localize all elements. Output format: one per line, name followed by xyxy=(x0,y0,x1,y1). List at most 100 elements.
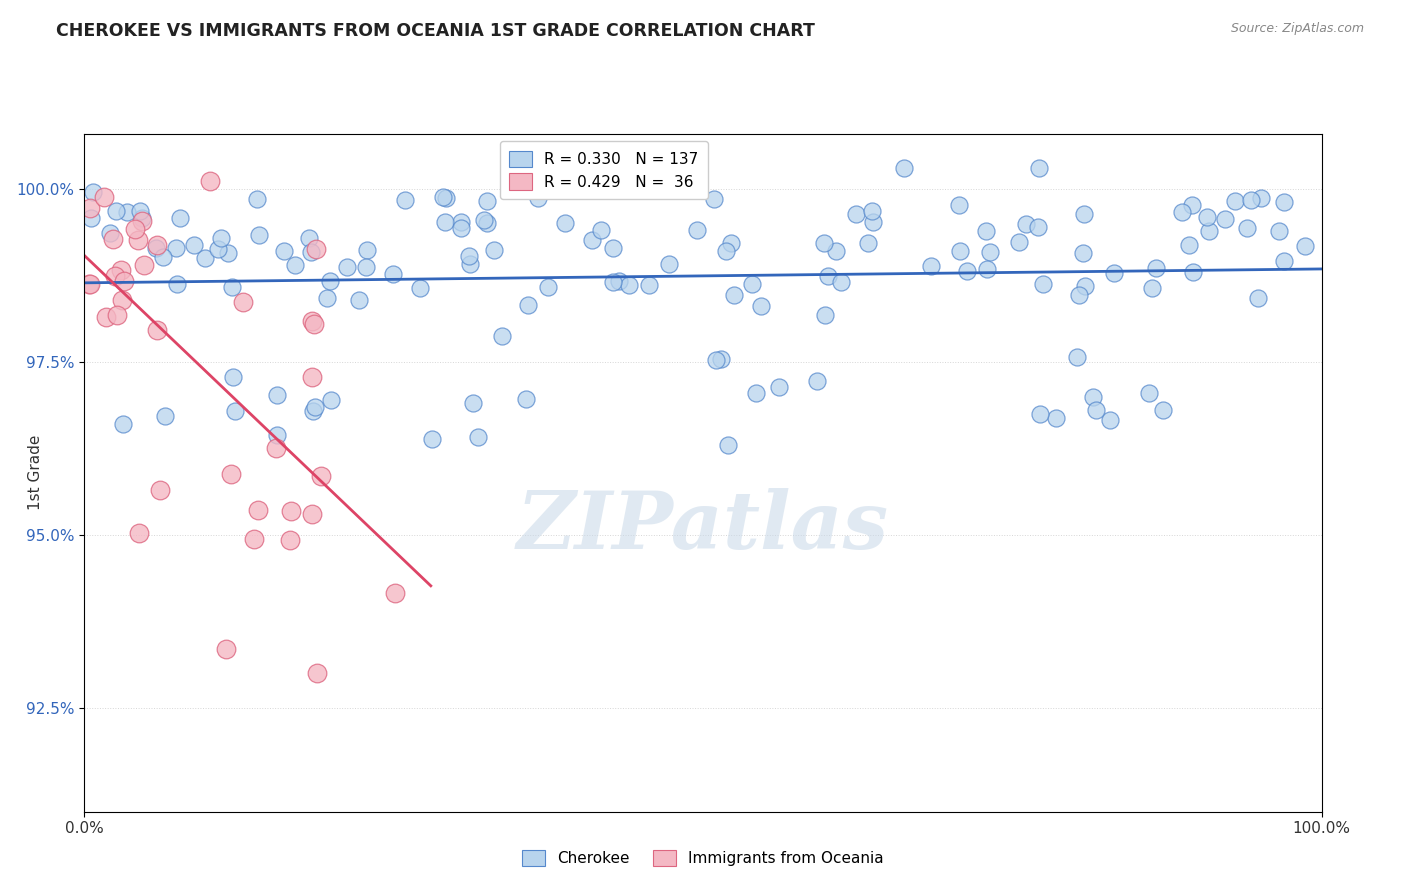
Point xyxy=(284,258,307,272)
Point xyxy=(301,314,323,328)
Point xyxy=(336,260,359,275)
Point xyxy=(432,190,454,204)
Point xyxy=(266,428,288,442)
Point xyxy=(830,275,852,289)
Point xyxy=(475,194,498,208)
Point xyxy=(1152,403,1174,417)
Point xyxy=(209,231,232,245)
Point xyxy=(194,251,217,265)
Point xyxy=(979,245,1001,260)
Point xyxy=(1142,281,1164,295)
Point xyxy=(745,385,768,400)
Point xyxy=(153,409,176,423)
Point xyxy=(1171,204,1194,219)
Point xyxy=(920,259,942,273)
Point xyxy=(110,293,132,307)
Point xyxy=(304,400,326,414)
Point xyxy=(703,192,725,206)
Point xyxy=(77,277,100,292)
Point xyxy=(1098,413,1121,427)
Point xyxy=(602,275,624,289)
Point xyxy=(463,396,485,410)
Point xyxy=(183,237,205,252)
Point xyxy=(145,240,167,254)
Point xyxy=(165,241,187,255)
Point xyxy=(98,226,121,240)
Point xyxy=(1223,194,1246,208)
Point xyxy=(813,235,835,250)
Point xyxy=(127,233,149,247)
Point xyxy=(515,392,537,407)
Point xyxy=(1008,235,1031,249)
Point xyxy=(1028,161,1050,176)
Point xyxy=(79,277,101,291)
Point xyxy=(1247,291,1270,305)
Point xyxy=(956,264,979,278)
Point xyxy=(749,299,772,313)
Point xyxy=(1073,279,1095,293)
Point xyxy=(450,215,472,229)
Point xyxy=(309,468,332,483)
Point xyxy=(166,277,188,292)
Point xyxy=(280,504,302,518)
Point xyxy=(301,507,323,521)
Point xyxy=(710,352,733,367)
Point xyxy=(112,417,135,432)
Point xyxy=(637,277,659,292)
Point xyxy=(617,278,640,293)
Point xyxy=(207,243,229,257)
Point xyxy=(299,244,322,259)
Point xyxy=(384,586,406,600)
Point xyxy=(1236,220,1258,235)
Point xyxy=(315,291,337,305)
Point xyxy=(720,235,742,250)
Point xyxy=(658,257,681,271)
Point xyxy=(219,467,242,482)
Point xyxy=(554,217,576,231)
Legend: R = 0.330   N = 137, R = 0.429   N =  36: R = 0.330 N = 137, R = 0.429 N = 36 xyxy=(501,142,707,199)
Point xyxy=(301,369,323,384)
Point xyxy=(949,244,972,259)
Point xyxy=(1014,218,1036,232)
Point xyxy=(1137,386,1160,401)
Point xyxy=(1032,277,1054,292)
Point xyxy=(814,308,837,322)
Point xyxy=(976,224,998,238)
Point xyxy=(152,250,174,264)
Point xyxy=(825,244,848,258)
Point xyxy=(247,503,270,517)
Point xyxy=(169,211,191,226)
Point xyxy=(224,404,246,418)
Point xyxy=(246,192,269,206)
Point xyxy=(1268,224,1291,238)
Point xyxy=(110,262,132,277)
Point xyxy=(434,191,457,205)
Point xyxy=(232,295,254,310)
Point xyxy=(307,666,329,681)
Point xyxy=(82,185,104,199)
Point xyxy=(537,280,560,294)
Point xyxy=(1067,288,1090,302)
Point xyxy=(132,258,155,272)
Point xyxy=(80,211,103,225)
Point xyxy=(131,211,153,226)
Point xyxy=(302,404,325,418)
Point xyxy=(450,220,472,235)
Point xyxy=(1294,239,1316,253)
Point xyxy=(221,279,243,293)
Point xyxy=(215,642,238,657)
Point xyxy=(526,191,548,205)
Point xyxy=(817,269,839,284)
Text: CHEROKEE VS IMMIGRANTS FROM OCEANIA 1ST GRADE CORRELATION CHART: CHEROKEE VS IMMIGRANTS FROM OCEANIA 1ST … xyxy=(56,22,815,40)
Point xyxy=(856,235,879,250)
Text: Source: ZipAtlas.com: Source: ZipAtlas.com xyxy=(1230,22,1364,36)
Point xyxy=(1144,260,1167,275)
Point xyxy=(602,241,624,255)
Point xyxy=(264,442,287,456)
Point xyxy=(347,293,370,307)
Point xyxy=(472,212,495,227)
Point xyxy=(516,298,538,312)
Point xyxy=(482,243,505,257)
Point xyxy=(149,483,172,497)
Point xyxy=(1085,402,1108,417)
